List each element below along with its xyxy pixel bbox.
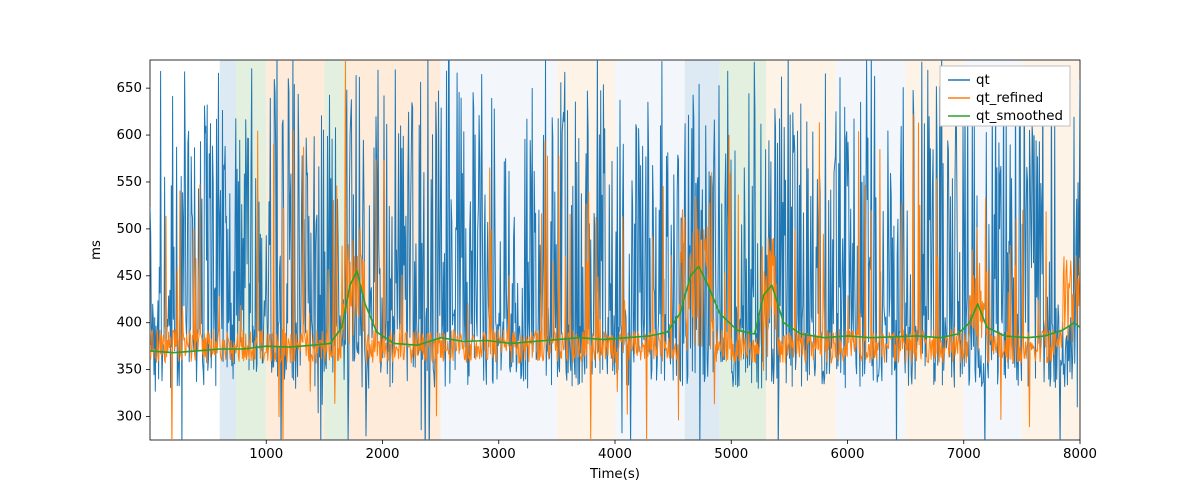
svg-text:8000: 8000 xyxy=(1063,447,1097,462)
svg-text:600: 600 xyxy=(117,128,142,143)
svg-text:Time(s): Time(s) xyxy=(589,467,640,482)
svg-text:500: 500 xyxy=(117,222,142,237)
svg-text:300: 300 xyxy=(117,410,142,425)
svg-text:350: 350 xyxy=(117,363,142,378)
svg-text:7000: 7000 xyxy=(947,447,981,462)
svg-text:ms: ms xyxy=(89,240,104,260)
svg-text:400: 400 xyxy=(117,316,142,331)
svg-text:550: 550 xyxy=(117,175,142,190)
svg-text:6000: 6000 xyxy=(831,447,865,462)
svg-text:1000: 1000 xyxy=(249,447,283,462)
svg-text:qt_refined: qt_refined xyxy=(976,91,1043,106)
svg-text:3000: 3000 xyxy=(482,447,516,462)
svg-text:4000: 4000 xyxy=(598,447,632,462)
svg-text:650: 650 xyxy=(117,81,142,96)
svg-text:qt: qt xyxy=(976,73,990,88)
svg-text:2000: 2000 xyxy=(366,447,400,462)
svg-text:5000: 5000 xyxy=(714,447,748,462)
svg-text:450: 450 xyxy=(117,269,142,284)
chart-svg: 1000 2000 3000 4000 5000 6000 7000 8000 300 350 40… xyxy=(0,0,1200,500)
svg-text:qt_smoothed: qt_smoothed xyxy=(976,109,1063,124)
timeseries-chart: 1000 2000 3000 4000 5000 6000 7000 8000 300 350 40… xyxy=(0,0,1200,500)
